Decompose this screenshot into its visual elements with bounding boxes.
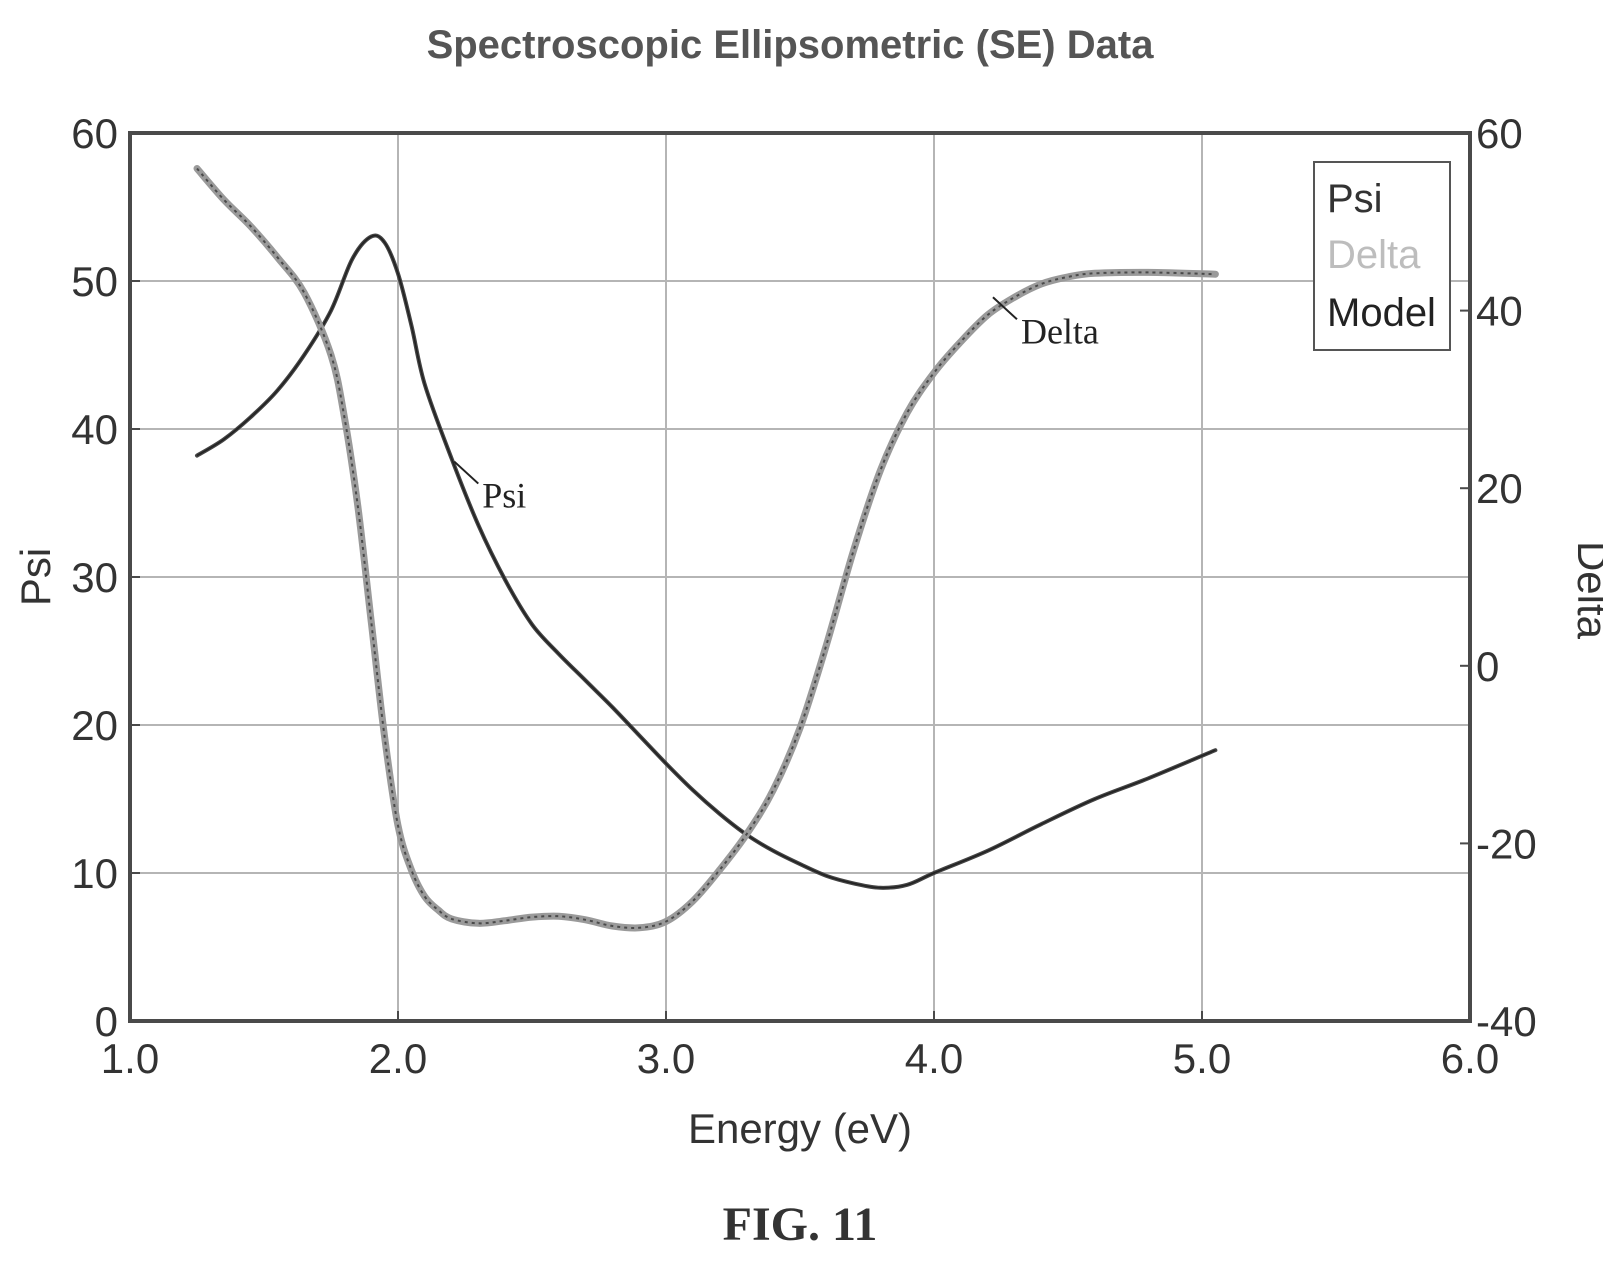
figure-caption: FIG. 11	[723, 1198, 878, 1251]
x-axis-ticks: 1.0 2.0 3.0 4.0 5.0 6.0	[101, 1011, 1499, 1082]
y-tick-label: 0	[95, 998, 118, 1045]
y2-tick-label: 60	[1476, 110, 1523, 157]
series-layer	[193, 165, 1219, 932]
annotation-delta-label: Delta	[1021, 311, 1099, 351]
y-tick-label: 40	[71, 406, 118, 453]
y-tick-label: 10	[71, 850, 118, 897]
x-axis-label: Energy (eV)	[688, 1105, 912, 1152]
y2-tick-label: 40	[1476, 288, 1523, 335]
y2-axis-ticks: -40 -20 0 20 40 60	[1460, 110, 1537, 1045]
y2-tick-label: 20	[1476, 465, 1523, 512]
x-tick-label: 2.0	[369, 1035, 427, 1082]
legend-box	[1313, 161, 1451, 351]
legend: Psi Delta Model	[1313, 161, 1451, 351]
annotations: Psi Delta	[453, 296, 1099, 516]
y-tick-label: 60	[71, 110, 118, 157]
y-axis-ticks: 0 10 20 30 40 50 60	[71, 110, 140, 1045]
annotation-psi-label: Psi	[482, 476, 526, 516]
grid-lines	[130, 133, 1470, 1021]
annotation-delta-leader	[992, 296, 1018, 321]
y-axis-label: Psi	[12, 548, 59, 606]
x-tick-label: 5.0	[1173, 1035, 1231, 1082]
legend-entry-psi: Psi	[1327, 177, 1383, 221]
series-psi-model-line	[196, 234, 1216, 889]
series-delta-model-line	[196, 167, 1216, 929]
y-tick-label: 30	[71, 554, 118, 601]
y-tick-label: 20	[71, 702, 118, 749]
x-tick-label: 6.0	[1441, 1035, 1499, 1082]
x-tick-label: 1.0	[101, 1035, 159, 1082]
x-tick-label: 4.0	[905, 1035, 963, 1082]
y2-tick-label: 0	[1476, 643, 1499, 690]
x-tick-label: 3.0	[637, 1035, 695, 1082]
legend-entry-model: Model	[1327, 291, 1436, 335]
annotation-psi-leader	[453, 460, 479, 485]
chart-title: Spectroscopic Ellipsometric (SE) Data	[427, 23, 1155, 67]
y-tick-label: 50	[71, 258, 118, 305]
y2-axis-label: Delta	[1569, 541, 1603, 640]
legend-entry-delta: Delta	[1327, 233, 1421, 277]
y2-tick-label: -20	[1476, 820, 1537, 867]
y2-tick-label: -40	[1476, 998, 1537, 1045]
